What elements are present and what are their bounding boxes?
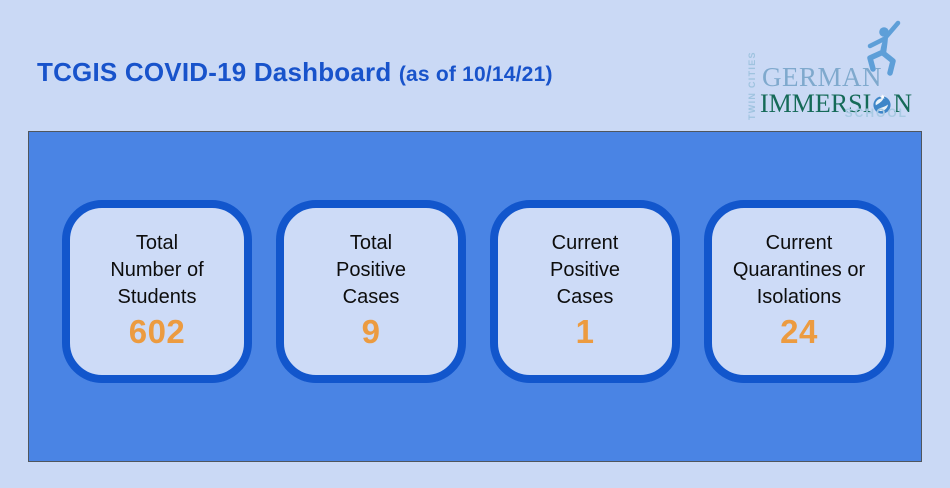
stat-label: Current Quarantines or Isolations — [732, 232, 866, 308]
stat-label: Total Positive Cases — [335, 232, 407, 308]
page-title-text: TCGIS COVID-19 Dashboard — [37, 57, 392, 87]
stats-panel: Total Number of Students 602 Total Posit… — [28, 131, 922, 462]
logo-twin-cities-label: TWIN CITIES — [747, 51, 757, 120]
school-logo: TWIN CITIES GERMAN IMMERSI N SCHOOL — [744, 8, 924, 122]
logo-immersion-suffix: N — [893, 89, 913, 118]
stat-card-total-positive-cases: Total Positive Cases 9 — [276, 200, 466, 383]
stat-value: 24 — [780, 313, 818, 350]
page-title: TCGIS COVID-19 Dashboard (as of 10/14/21… — [37, 57, 553, 88]
stat-card-total-students: Total Number of Students 602 — [62, 200, 252, 383]
stat-card-quarantines-isolations: Current Quarantines or Isolations 24 — [704, 200, 894, 383]
jumping-child-icon — [867, 20, 901, 76]
stat-label: Total Number of Students — [110, 232, 204, 308]
as-of-date: (as of 10/14/21) — [398, 63, 553, 86]
logo-german-label: GERMAN — [762, 62, 883, 92]
logo-immersion-label: IMMERSI N — [760, 91, 912, 117]
stat-value: 602 — [128, 313, 186, 350]
stat-label: Current Positive Cases — [549, 232, 621, 308]
logo-school-label: SCHOOL — [844, 106, 908, 120]
logo-immersion-prefix: IMMERSI — [760, 89, 872, 118]
stat-cards-row: Total Number of Students 602 Total Posit… — [62, 200, 894, 383]
stat-value: 9 — [361, 313, 381, 350]
stat-card-current-positive-cases: Current Positive Cases 1 — [490, 200, 680, 383]
stat-value: 1 — [575, 313, 595, 350]
globe-icon — [873, 94, 891, 114]
